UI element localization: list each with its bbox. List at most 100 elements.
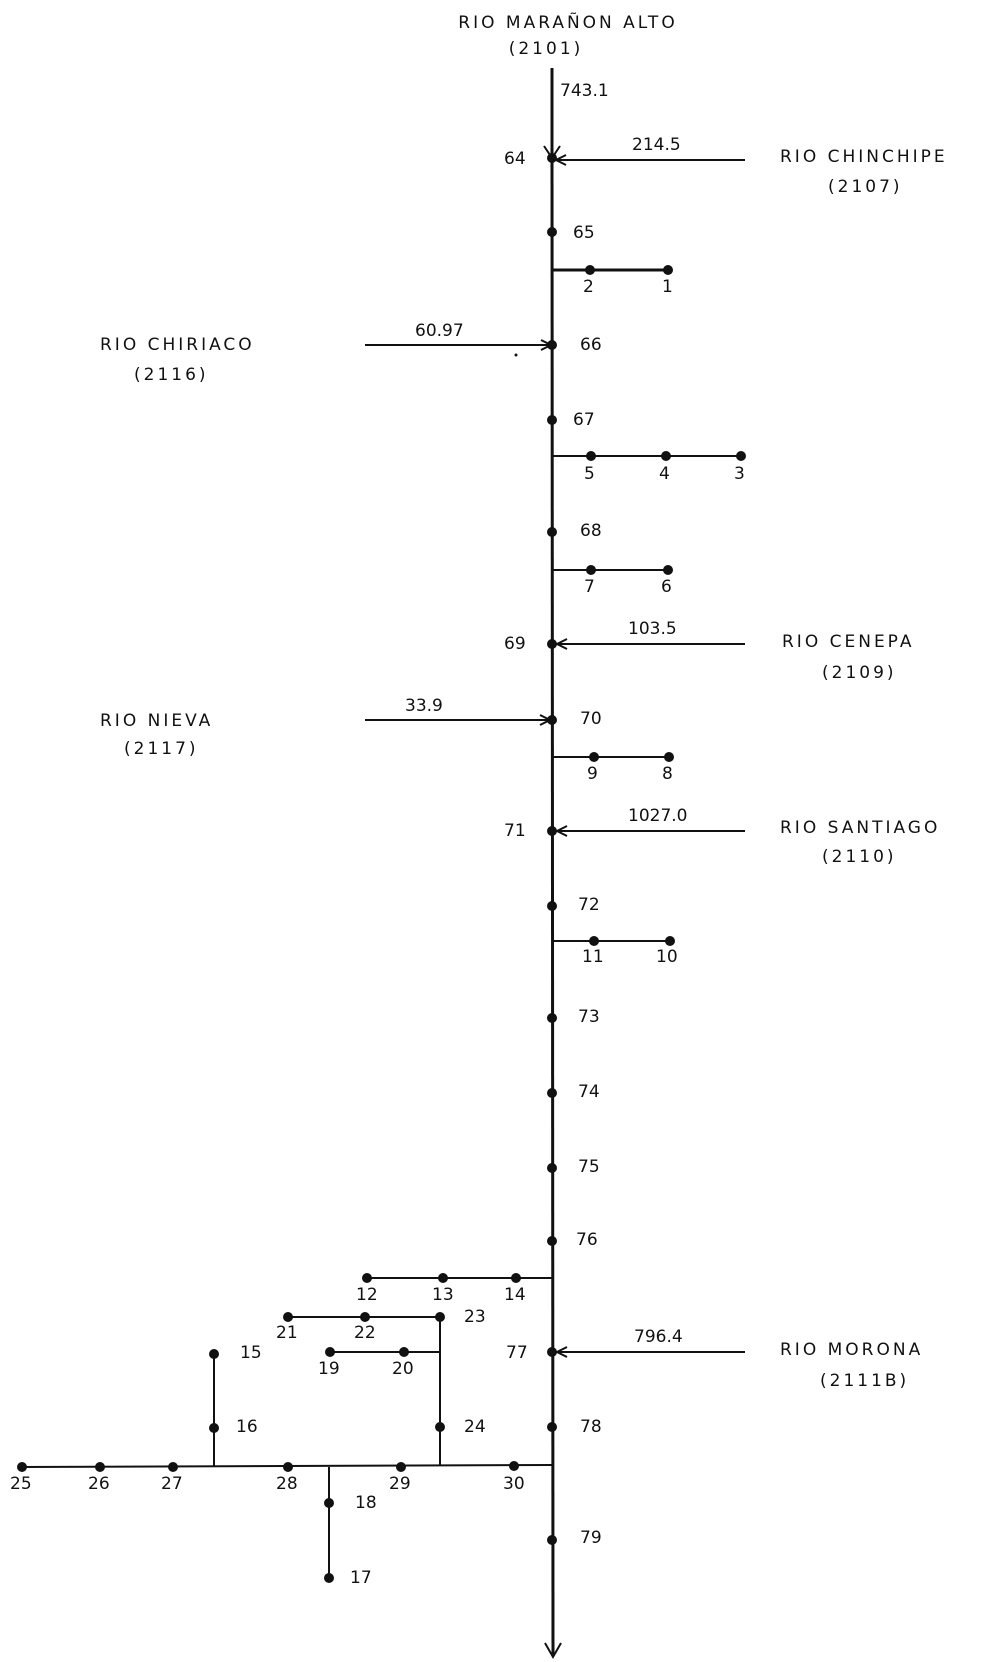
node-8-label: 8	[662, 764, 673, 784]
node-77-label: 77	[506, 1343, 528, 1363]
node-72-label: 72	[578, 895, 600, 915]
node-64-dot	[547, 153, 557, 163]
node-75-label: 75	[578, 1157, 600, 1177]
flow-morona: 796.4	[634, 1327, 683, 1347]
node-71-dot	[547, 826, 557, 836]
node-23-dot	[435, 1312, 445, 1322]
node-8-dot	[664, 752, 674, 762]
river-chinchipe-code: (2107)	[828, 177, 903, 197]
node-20-label: 20	[392, 1359, 414, 1379]
river-maranon-alto-name: RIO MARAÑON ALTO	[458, 11, 677, 33]
node-12-dot	[362, 1273, 372, 1283]
node-29-label: 29	[389, 1474, 411, 1494]
node-11-label: 11	[582, 947, 604, 967]
node-24-label: 24	[464, 1417, 486, 1437]
node-74-dot	[547, 1088, 557, 1098]
node-72-dot	[547, 901, 557, 911]
node-10-label: 10	[656, 947, 678, 967]
node-15-label: 15	[240, 1343, 262, 1363]
node-6-label: 6	[661, 577, 672, 597]
node-14-label: 14	[504, 1285, 526, 1305]
node-76-label: 76	[576, 1230, 598, 1250]
node-26-dot	[95, 1462, 105, 1472]
node-75-dot	[547, 1163, 557, 1173]
node-73-label: 73	[578, 1007, 600, 1027]
node-13-dot	[438, 1273, 448, 1283]
flow-santiago: 1027.0	[628, 806, 687, 826]
node-76-dot	[547, 1236, 557, 1246]
node-69-dot	[547, 639, 557, 649]
node-27-label: 27	[161, 1474, 183, 1494]
river-morona-name: RIO MORONA	[780, 1340, 923, 1360]
river-chiriaco-name: RIO CHIRIACO	[100, 335, 255, 355]
node-78-dot	[547, 1422, 557, 1432]
node-65-label: 65	[573, 223, 595, 243]
node-20-dot	[399, 1347, 409, 1357]
node-79-dot	[547, 1535, 557, 1545]
node-70-label: 70	[580, 709, 602, 729]
flow-chiriaco: 60.97	[415, 321, 464, 341]
node-30-label: 30	[503, 1474, 525, 1494]
river-cenepa-code: (2109)	[822, 663, 897, 683]
node-2-label: 2	[583, 277, 594, 297]
node-21-label: 21	[276, 1323, 298, 1343]
flow-cenepa: 103.5	[628, 619, 677, 639]
outflow-arrowhead	[544, 1642, 562, 1660]
node-1-dot	[663, 265, 673, 275]
node-69-label: 69	[504, 634, 526, 654]
node-28-label: 28	[276, 1474, 298, 1494]
node-64-label: 64	[504, 149, 526, 169]
node-7-label: 7	[584, 577, 595, 597]
node-22-label: 22	[354, 1323, 376, 1343]
river-chinchipe-name: RIO CHINCHIPE	[780, 147, 948, 167]
river-santiago-code: (2110)	[822, 847, 897, 867]
node-3-label: 3	[734, 464, 745, 484]
node-5-label: 5	[584, 464, 595, 484]
node-29-dot	[396, 1462, 406, 1472]
node-16-label: 16	[236, 1417, 258, 1437]
node-68-dot	[547, 527, 557, 537]
river-nieva-name: RIO NIEVA	[100, 711, 213, 731]
node-68-label: 68	[580, 521, 602, 541]
node-9-dot	[589, 752, 599, 762]
river-nieva-code: (2117)	[124, 739, 199, 759]
node-27-dot	[168, 1462, 178, 1472]
flow-maranon-alto: 743.1	[560, 81, 609, 101]
node-24-dot	[435, 1422, 445, 1432]
node-10-dot	[665, 936, 675, 946]
river-chiriaco-code: (2116)	[134, 365, 209, 385]
node-23-label: 23	[464, 1307, 486, 1327]
node-73-dot	[547, 1013, 557, 1023]
node-30-dot	[509, 1461, 519, 1471]
node-19-label: 19	[318, 1359, 340, 1379]
node-15-dot	[209, 1349, 219, 1359]
node-2-dot	[585, 265, 595, 275]
node-18-dot	[324, 1498, 334, 1508]
node-19-dot	[325, 1347, 335, 1357]
node-14-dot	[511, 1273, 521, 1283]
flow-nieva: 33.9	[405, 696, 443, 716]
node-21-dot	[283, 1312, 293, 1322]
node-3-dot	[736, 451, 746, 461]
flow-chinchipe: 214.5	[632, 135, 681, 155]
node-7-dot	[586, 565, 596, 575]
node-28-dot	[283, 1462, 293, 1472]
node-1-label: 1	[662, 277, 673, 297]
node-11-dot	[589, 936, 599, 946]
node-66-dot	[547, 340, 557, 350]
node-79-label: 79	[580, 1528, 602, 1548]
node-78-label: 78	[580, 1417, 602, 1437]
node-25-dot	[17, 1462, 27, 1472]
node-16-dot	[209, 1423, 219, 1433]
river-morona-code: (2111B)	[820, 1371, 909, 1391]
node-71-label: 71	[504, 821, 526, 841]
node-12-label: 12	[356, 1285, 378, 1305]
node-18-label: 18	[355, 1493, 377, 1513]
node-13-label: 13	[432, 1285, 454, 1305]
node-9-label: 9	[587, 764, 598, 784]
node-5-dot	[586, 451, 596, 461]
node-4-label: 4	[659, 464, 670, 484]
node-66-label: 66	[580, 335, 602, 355]
node-6-dot	[663, 565, 673, 575]
node-65-dot	[547, 227, 557, 237]
